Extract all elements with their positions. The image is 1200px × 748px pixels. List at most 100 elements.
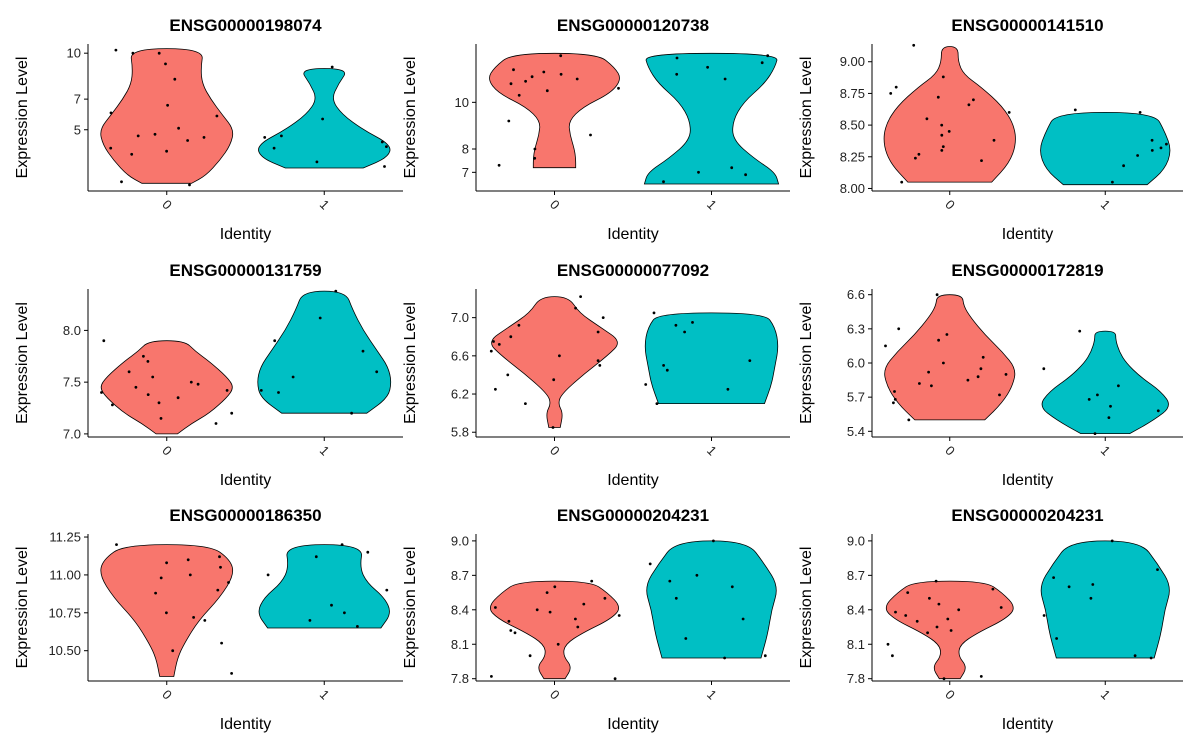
y-tick-label: 11.00	[49, 567, 81, 582]
data-point	[545, 89, 549, 93]
data-point	[202, 136, 206, 139]
data-point	[1087, 398, 1091, 401]
y-tick-label: 10	[67, 46, 81, 61]
violin-group-0	[490, 580, 619, 680]
data-point	[100, 391, 103, 394]
y-tick-label: 6.3	[847, 321, 865, 336]
data-point	[1042, 367, 1046, 371]
data-point	[114, 48, 118, 52]
violin-group-1	[1040, 111, 1171, 186]
data-point	[512, 68, 515, 72]
violin-group-1	[644, 312, 779, 404]
panel-5: ENSG00000077092 5.8 6.2 6.6 7.0 0 1 Identity Exp…	[402, 261, 790, 489]
violin-group-0	[100, 340, 233, 435]
data-point	[582, 602, 586, 606]
data-point	[164, 62, 167, 66]
data-point	[925, 117, 929, 121]
data-point	[533, 147, 537, 151]
data-point	[559, 72, 563, 76]
y-tick-label: 8.00	[840, 181, 865, 196]
data-point	[598, 364, 602, 367]
y-tick-label: 8.50	[840, 118, 865, 133]
data-point	[266, 573, 270, 577]
data-point	[159, 576, 163, 580]
data-point	[146, 360, 150, 363]
panel-7: ENSG00000186350 10.50 10.75 11.00 11.25 0 1 Ide…	[14, 506, 403, 733]
data-point	[907, 418, 911, 422]
data-point	[579, 295, 582, 298]
data-point	[941, 145, 945, 149]
data-point	[173, 77, 177, 81]
data-point	[308, 619, 312, 622]
data-point	[940, 123, 944, 127]
data-point	[897, 327, 901, 331]
data-point	[171, 649, 175, 653]
data-point	[553, 585, 557, 589]
data-point	[1149, 656, 1153, 660]
data-point	[574, 306, 577, 310]
x-tick-label: 0	[159, 197, 175, 213]
data-point	[936, 95, 940, 99]
data-point	[509, 335, 513, 339]
data-point	[533, 156, 537, 160]
y-tick-label: 5.7	[847, 390, 865, 405]
data-point	[497, 343, 501, 346]
x-tick-label: 0	[159, 443, 175, 459]
data-point	[166, 103, 170, 107]
data-point	[967, 103, 971, 107]
y-axis-title: Expression Level	[14, 547, 31, 669]
y-tick-label: 9.00	[840, 54, 865, 69]
data-point	[1111, 180, 1114, 184]
y-tick-label: 8.0	[63, 323, 81, 338]
data-point	[513, 631, 517, 635]
data-point	[613, 677, 617, 681]
data-point	[674, 596, 678, 600]
y-axis-title: Expression Level	[798, 302, 815, 424]
y-axis-title: Expression Level	[402, 57, 419, 179]
data-point	[706, 65, 709, 69]
data-point	[225, 389, 229, 392]
panel-9: ENSG00000204231 7.8 8.1 8.4 8.7 9.0 0 1 Identity…	[798, 506, 1183, 733]
data-point	[383, 165, 386, 168]
data-point	[506, 373, 510, 377]
data-point	[668, 579, 672, 583]
data-point	[601, 316, 605, 319]
violin-group-1	[646, 540, 777, 659]
data-point	[494, 387, 497, 391]
data-point	[992, 138, 996, 142]
data-point	[102, 339, 106, 343]
data-point	[617, 86, 620, 90]
data-point	[157, 51, 161, 55]
data-point	[127, 370, 131, 374]
data-point	[942, 361, 945, 365]
data-point	[1073, 108, 1077, 112]
data-point	[644, 383, 648, 386]
data-point	[272, 146, 276, 150]
data-point	[980, 159, 983, 163]
violin-group-1	[643, 52, 780, 185]
violin-group-1	[257, 290, 392, 414]
y-tick-label: 9.0	[451, 533, 469, 548]
y-tick-label: 8.4	[847, 602, 865, 617]
data-point	[941, 75, 945, 79]
data-point	[617, 614, 621, 617]
data-point	[130, 152, 134, 156]
data-point	[576, 625, 580, 629]
data-point	[683, 330, 686, 334]
data-point	[937, 338, 940, 342]
data-point	[1159, 146, 1163, 150]
data-point	[1122, 164, 1125, 168]
data-point	[979, 367, 983, 371]
data-point	[945, 333, 949, 336]
data-point	[1096, 393, 1099, 397]
data-point	[497, 163, 501, 167]
data-point	[291, 375, 295, 379]
y-tick-label: 7.8	[451, 671, 469, 686]
data-point	[1165, 142, 1168, 146]
y-tick-label: 10.75	[48, 605, 81, 620]
panel-title: ENSG00000077092	[557, 261, 709, 280]
data-point	[723, 77, 727, 81]
x-tick-label: 1	[317, 443, 333, 459]
panel-title: ENSG00000204231	[951, 506, 1103, 525]
y-tick-label: 8.7	[451, 568, 469, 583]
